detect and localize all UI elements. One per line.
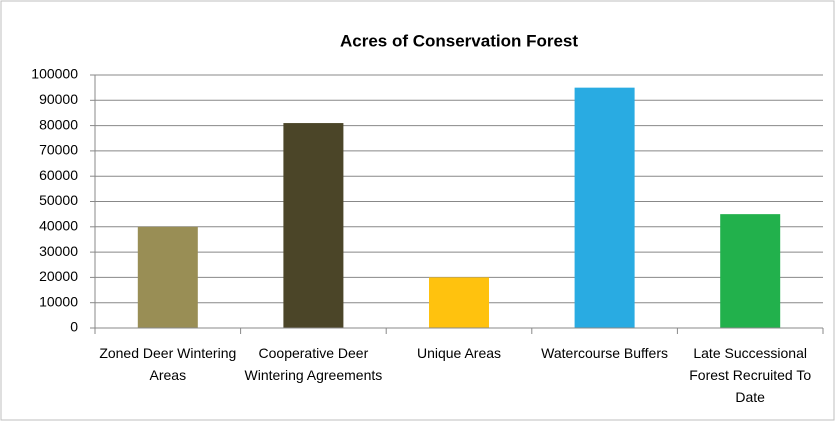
chart-title: Acres of Conservation Forest: [340, 31, 578, 50]
y-tick-label: 10000: [39, 293, 78, 309]
x-tick-label: Zoned Deer Wintering Areas: [99, 345, 237, 383]
y-tick-label: 100000: [31, 66, 78, 82]
x-tick-label: Late Successional Forest Recruited To Da…: [689, 345, 812, 405]
y-tick-label: 30000: [39, 243, 78, 259]
y-tick-label: 50000: [39, 192, 78, 208]
x-tick-label: Cooperative Deer Wintering Agreements: [244, 345, 383, 383]
y-tick-label: 70000: [39, 142, 78, 158]
x-tick-label: Watercourse Buffers: [541, 345, 668, 361]
y-tick-label: 20000: [39, 268, 78, 284]
y-tick-label: 90000: [39, 91, 78, 107]
y-tick-label: 0: [70, 319, 78, 335]
bar: [574, 87, 635, 329]
bar: [283, 123, 344, 328]
bar: [720, 214, 781, 328]
bar: [429, 277, 489, 328]
y-tick-label: 60000: [39, 167, 78, 183]
y-tick-label: 80000: [39, 116, 78, 132]
bar: [137, 226, 198, 328]
y-tick-label: 40000: [39, 218, 78, 234]
x-tick-label: Unique Areas: [416, 345, 502, 361]
